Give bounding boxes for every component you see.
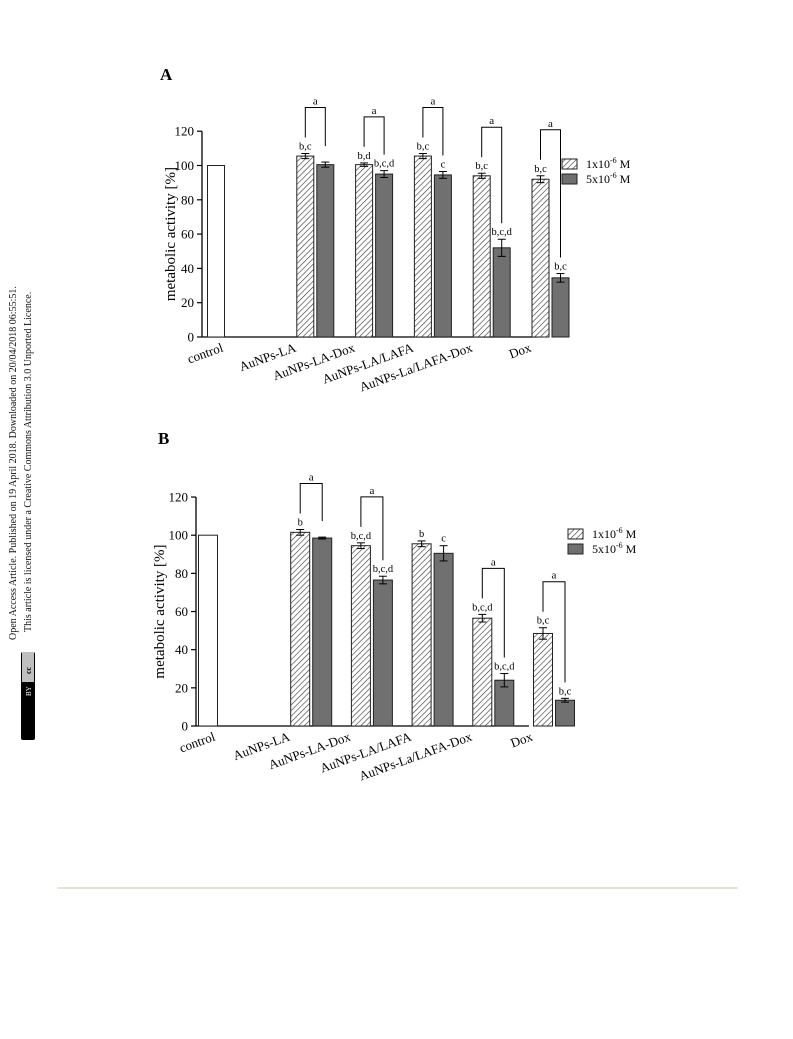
- y-tick-label: 0: [188, 330, 195, 345]
- legend-swatch-high-dose: [567, 543, 584, 555]
- significance-annotation: b,c: [299, 141, 312, 152]
- significance-annotation: b,c: [475, 161, 488, 172]
- bar-high-dose: [551, 277, 570, 338]
- significance-annotation: b,c,d: [494, 662, 515, 673]
- bracket-label: a: [552, 570, 557, 582]
- significance-annotation: b,c,d: [472, 602, 493, 613]
- legend-label: 5x10-6 M: [586, 171, 631, 186]
- significance-bracket: [304, 106, 326, 147]
- bar-low-dose: [296, 155, 315, 338]
- y-tick-label: 120: [169, 490, 189, 505]
- significance-annotation: b,c: [534, 164, 547, 175]
- significance-annotation: b,c,d: [374, 159, 395, 170]
- y-axis-title: metabolic activity [%]: [152, 544, 168, 678]
- y-tick-label: 40: [181, 261, 194, 276]
- y-tick-label: 80: [175, 566, 188, 581]
- significance-bracket: [360, 496, 384, 561]
- bar-high-dose: [555, 699, 575, 727]
- legend-label: 1x10-6 M: [592, 526, 637, 541]
- bar-low-dose: [533, 632, 553, 727]
- bracket-label: a: [313, 95, 318, 107]
- bar-low-dose: [472, 175, 491, 338]
- bar-low-dose: [411, 543, 432, 727]
- bar-low-dose: [355, 164, 374, 338]
- significance-bracket: [481, 126, 503, 224]
- panel-label: A: [160, 65, 173, 84]
- significance-annotation: b,d: [358, 151, 372, 162]
- y-axis-title: metabolic activity [%]: [163, 167, 179, 301]
- y-tick-label: 60: [175, 604, 188, 619]
- significance-bracket: [422, 106, 444, 156]
- badge-cc-panel: [22, 652, 34, 682]
- legend-swatch-high-dose: [561, 173, 578, 185]
- y-tick-label: 0: [182, 719, 189, 734]
- bar-low-dose: [472, 617, 493, 727]
- bar-control: [198, 534, 218, 727]
- bracket-label: a: [369, 485, 374, 497]
- y-tick-label: 20: [181, 295, 194, 310]
- bar-low-dose: [413, 155, 432, 338]
- legend-swatch-low-dose: [567, 528, 584, 540]
- cc-by-badge-icon[interactable]: cc BY: [21, 652, 35, 740]
- bar-high-dose: [312, 537, 333, 727]
- significance-annotation: c: [441, 534, 446, 545]
- legend-label: 5x10-6 M: [592, 541, 637, 556]
- bracket-label: a: [548, 118, 553, 130]
- y-tick-label: 80: [181, 192, 194, 207]
- bar-low-dose: [350, 545, 371, 727]
- x-tick-label: Dox: [508, 729, 535, 751]
- bar-high-dose: [492, 247, 511, 338]
- bracket-label: a: [491, 556, 496, 568]
- significance-annotation: b,c: [554, 262, 567, 273]
- y-tick-label: 20: [175, 680, 188, 695]
- panel-label: B: [158, 429, 169, 448]
- y-tick-label: 120: [175, 124, 195, 139]
- bracket-label: a: [430, 95, 435, 107]
- bracket-label: a: [309, 471, 314, 483]
- significance-annotation: b: [298, 517, 303, 528]
- bar-high-dose: [433, 552, 454, 727]
- significance-annotation: b,c,d: [373, 564, 394, 575]
- significance-annotation: b: [419, 529, 424, 540]
- bracket-label: a: [372, 105, 377, 117]
- bar-high-dose: [316, 164, 335, 338]
- bar-high-dose: [433, 174, 452, 338]
- significance-annotation: b,c,d: [351, 531, 372, 542]
- y-tick-label: 40: [175, 642, 188, 657]
- bar-low-dose: [290, 531, 311, 727]
- x-tick-label: Dox: [507, 340, 534, 362]
- badge-cc-text: cc: [24, 666, 33, 674]
- badge-by-text: BY: [25, 686, 33, 696]
- footer-divider: [58, 887, 738, 889]
- significance-bracket: [299, 482, 323, 522]
- significance-annotation: b,c: [559, 686, 572, 697]
- significance-bracket: [363, 116, 385, 155]
- bar-low-dose: [531, 178, 550, 338]
- significance-annotation: b,c,d: [491, 227, 512, 238]
- significance-annotation: b,c: [537, 616, 550, 627]
- significance-bracket: [481, 567, 505, 658]
- bar-control: [207, 165, 225, 338]
- y-tick-label: 100: [169, 528, 189, 543]
- significance-bracket: [542, 581, 566, 683]
- y-tick-label: 100: [175, 158, 195, 173]
- significance-annotation: b,c: [417, 141, 430, 152]
- bar-high-dose: [375, 173, 394, 338]
- significance-bracket: [540, 129, 561, 258]
- bar-high-dose: [372, 579, 393, 727]
- legend-swatch-low-dose: [561, 158, 578, 170]
- legend-label: 1x10-6 M: [586, 156, 631, 171]
- y-tick-label: 60: [181, 227, 194, 242]
- significance-annotation: c: [441, 160, 446, 171]
- bracket-label: a: [489, 115, 494, 127]
